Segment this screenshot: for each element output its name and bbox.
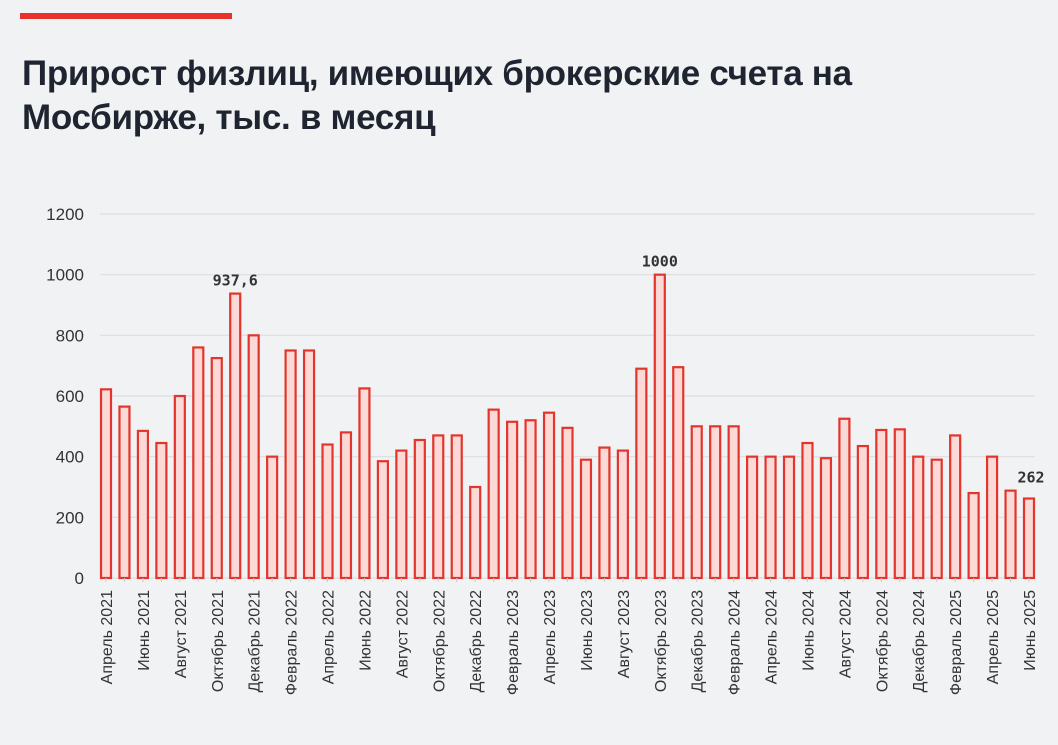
bar: [635, 367, 648, 580]
y-tick-label: 800: [56, 326, 84, 345]
x-tick-label: Апрель 2025: [985, 590, 1002, 684]
x-tick-label: Февраль 2025: [948, 590, 965, 695]
x-tick-label: Июнь 2021: [136, 590, 153, 671]
x-tick-label: Февраль 2024: [727, 590, 744, 695]
x-tick-label: Июнь 2022: [357, 590, 374, 671]
y-tick-label: 1200: [46, 205, 84, 224]
bar: [893, 428, 906, 580]
y-tick-label: 1000: [46, 266, 84, 285]
x-tick-label: Декабрь 2024: [911, 590, 928, 693]
y-tick-label: 0: [75, 569, 84, 588]
bar: [284, 349, 297, 580]
x-tick-label: Апрель 2022: [321, 590, 338, 684]
y-tick-label: 600: [56, 387, 84, 406]
bar: [118, 405, 131, 580]
x-tick-label: Июнь 2023: [579, 590, 596, 671]
data-label: 937,6: [213, 272, 258, 290]
y-tick-label: 200: [56, 508, 84, 527]
bar: [672, 366, 685, 580]
x-tick-label: Февраль 2022: [284, 590, 301, 695]
bar: [376, 460, 389, 580]
bar: [302, 349, 316, 580]
bar: [469, 485, 482, 580]
x-tick-label: Июнь 2025: [1022, 590, 1039, 671]
x-tick-label: Октябрь 2024: [874, 590, 891, 692]
x-tick-label: Август 2021: [173, 590, 190, 678]
bar: [432, 434, 445, 580]
x-tick-label: Август 2022: [394, 590, 411, 678]
x-tick-label: Апрель 2024: [764, 590, 781, 684]
bar: [727, 425, 740, 580]
x-tick-label: Апрель 2023: [542, 590, 559, 684]
bar: [764, 455, 777, 580]
bar: [358, 387, 371, 580]
bar: [155, 441, 168, 580]
bar: [229, 292, 242, 580]
accent-line: [20, 13, 232, 19]
bar: [949, 434, 962, 580]
x-tick-label: Июнь 2024: [800, 590, 817, 671]
x-tick-label: Февраль 2023: [505, 590, 522, 695]
bar: [99, 388, 113, 580]
bar: [173, 394, 186, 580]
x-tick-label: Август 2024: [837, 590, 854, 678]
x-tick-label: Декабрь 2022: [468, 590, 485, 693]
bar: [985, 455, 999, 580]
bar: [690, 425, 703, 580]
bar: [192, 346, 205, 580]
bar: [1004, 489, 1017, 580]
data-label: 1000: [642, 253, 678, 271]
bar: [819, 457, 833, 580]
bar: [266, 455, 279, 580]
bar: [782, 455, 796, 580]
x-tick-label: Октябрь 2021: [210, 590, 227, 692]
x-tick-label: Декабрь 2023: [690, 590, 707, 693]
bar: [912, 455, 925, 580]
x-tick-label: Август 2023: [616, 590, 633, 678]
x-tick-label: Октябрь 2022: [431, 590, 448, 692]
bar: [616, 449, 629, 580]
x-tick-label: Апрель 2021: [99, 590, 116, 684]
bar: [247, 334, 260, 580]
bar: [413, 438, 426, 580]
bar: [1022, 497, 1036, 580]
bar: [838, 417, 851, 580]
bar: [450, 434, 463, 580]
bar: [875, 428, 888, 580]
bar: [487, 408, 500, 580]
bar: [210, 356, 223, 580]
bar: [339, 431, 353, 580]
bar: [967, 491, 980, 580]
bar: [856, 444, 869, 580]
bar: [653, 273, 666, 580]
bar: [579, 458, 593, 580]
bar: [561, 426, 574, 580]
x-tick-label: Октябрь 2023: [653, 590, 670, 692]
bar: [395, 449, 408, 580]
bar: [598, 446, 611, 580]
bar: [321, 443, 334, 580]
y-tick-label: 400: [56, 448, 84, 467]
bar: [745, 455, 759, 580]
data-label: 262: [1017, 469, 1044, 487]
bar: [930, 458, 943, 580]
bar: [801, 441, 814, 580]
chart-title: Прирост физлиц, имеющих брокерские счета…: [22, 54, 852, 137]
bar: [709, 425, 722, 580]
bar: [506, 420, 519, 580]
bar: [542, 411, 556, 580]
x-tick-label: Декабрь 2021: [247, 590, 264, 693]
bar: [524, 419, 537, 580]
bar: [136, 429, 150, 580]
